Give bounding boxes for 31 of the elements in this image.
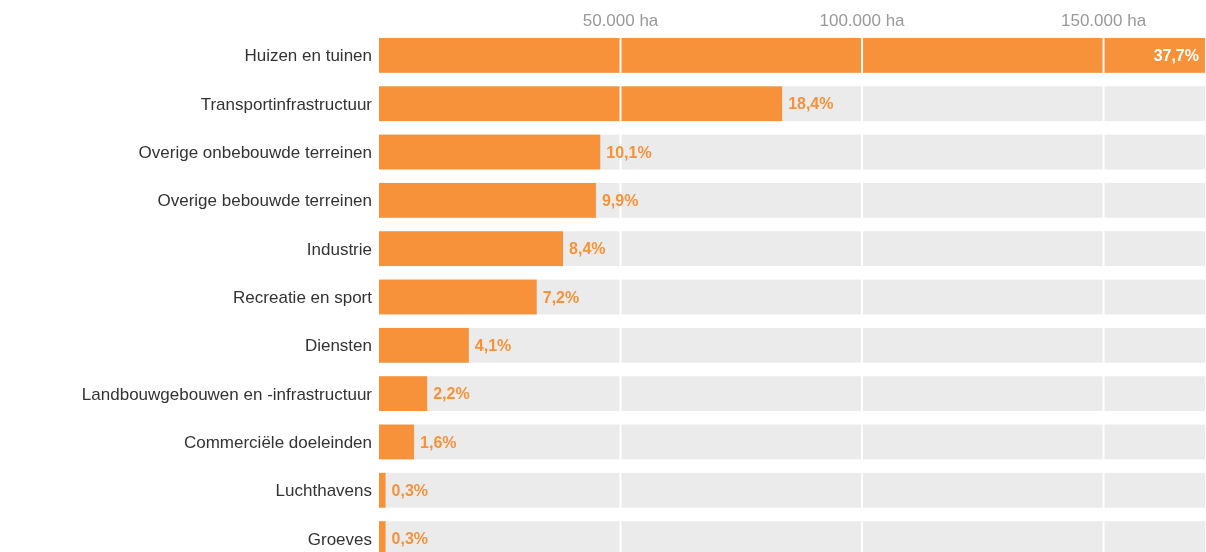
bar [379,376,428,412]
data-label: 0,3% [391,481,429,499]
data-label: 1,6% [420,433,457,451]
x2-tick-label: 100.000 ha [819,11,906,30]
y-tick-label: Landbouwgebouwen en -infrastructuur [81,384,373,404]
y-tick-label: Huizen en tuinen [244,46,372,66]
x2-tick-label: 50.000 ha [582,11,659,30]
data-label: 9,9% [601,191,639,209]
data-label: 4,1% [474,336,512,354]
y-tick-label: Recreatie en sport [233,287,373,307]
y-tick-label: Commerciële doeleinden [183,432,372,452]
bar [379,231,564,267]
data-label: 0,3% [391,530,429,548]
data-label: 2,2% [433,385,470,403]
y-tick-label: Transportinfrastructuur [200,94,373,114]
bar [379,472,386,508]
data-label: 10,1% [606,143,652,161]
y-tick-label: Diensten [304,336,372,356]
data-label: 7,2% [542,288,580,306]
y-tick-label: Overige onbebouwde terreinen [138,142,372,162]
y-tick-label: Overige bebouwde terreinen [157,191,372,211]
bar [379,424,415,460]
data-label: 18,4% [788,95,834,113]
y-tick-label: Industrie [306,239,372,259]
y-tick-label: Luchthavens [275,481,372,501]
data-label: 8,4% [569,240,606,258]
bar [379,279,537,315]
data-label: 37,7% [1153,47,1199,64]
x2-tick-label: 150.000 ha [1061,11,1147,30]
y-tick-label: Groeves [307,529,372,549]
bar [379,327,469,363]
